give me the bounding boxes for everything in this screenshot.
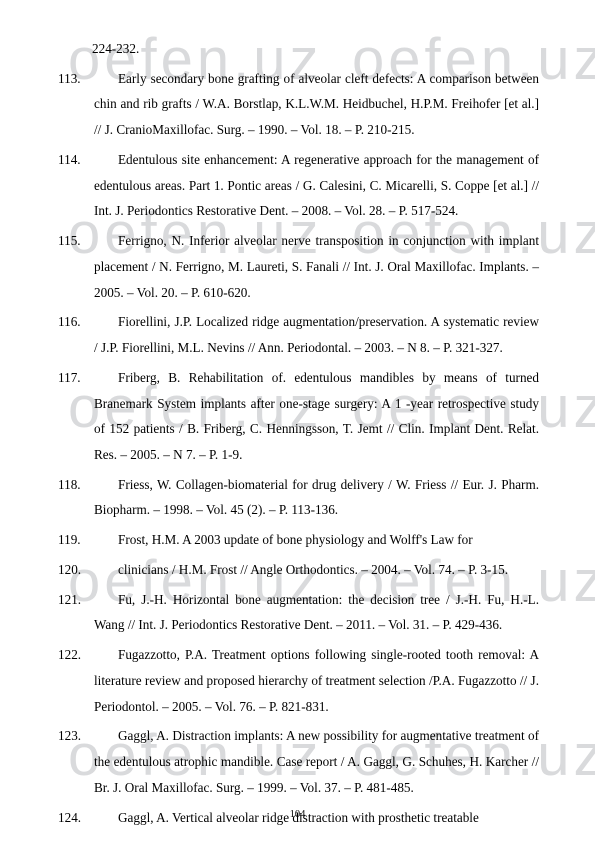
reference-item: 113.Early secondary bone grafting of alv… xyxy=(56,66,539,143)
reference-text: Friberg, B. Rehabilitation of. edentulou… xyxy=(94,365,539,468)
reference-item: 114.Edentulous site enhancement: A regen… xyxy=(56,147,539,224)
reference-text: Fugazzotto, P.A. Treatment options follo… xyxy=(94,642,539,719)
reference-item: 120.clinicians / H.M. Frost // Angle Ort… xyxy=(56,557,539,583)
reference-item: 117.Friberg, B. Rehabilitation of. edent… xyxy=(56,365,539,468)
reference-number: 121. xyxy=(56,587,94,638)
page-content: 224-232. 113.Early secondary bone grafti… xyxy=(0,0,595,842)
reference-number: 119. xyxy=(56,527,94,553)
reference-text: clinicians / H.M. Frost // Angle Orthodo… xyxy=(94,557,539,583)
reference-item: 124.Gaggl, A. Vertical alveolar ridge di… xyxy=(56,805,539,831)
reference-text: Fu, J.-H. Horizontal bone augmentation: … xyxy=(94,587,539,638)
reference-text: Fiorellini, J.P. Localized ridge augment… xyxy=(94,309,539,360)
reference-item: 118.Friess, W. Collagen-biomaterial for … xyxy=(56,472,539,523)
reference-number: 116. xyxy=(56,309,94,360)
reference-text: Friess, W. Collagen-biomaterial for drug… xyxy=(94,472,539,523)
reference-number: 117. xyxy=(56,365,94,468)
reference-text: Edentulous site enhancement: A regenerat… xyxy=(94,147,539,224)
reference-number: 124. xyxy=(56,805,94,831)
reference-number: 118. xyxy=(56,472,94,523)
reference-item: 122.Fugazzotto, P.A. Treatment options f… xyxy=(56,642,539,719)
reference-number: 115. xyxy=(56,228,94,305)
reference-number: 122. xyxy=(56,642,94,719)
reference-number: 123. xyxy=(56,723,94,800)
reference-list: 113.Early secondary bone grafting of alv… xyxy=(56,66,539,831)
reference-number: 113. xyxy=(56,66,94,143)
reference-text: Frost, H.M. A 2003 update of bone physio… xyxy=(94,527,539,553)
reference-item: 119.Frost, H.M. A 2003 update of bone ph… xyxy=(56,527,539,553)
reference-text: Gaggl, A. Distraction implants: A new po… xyxy=(94,723,539,800)
reference-number: 120. xyxy=(56,557,94,583)
reference-text: Early secondary bone grafting of alveola… xyxy=(94,66,539,143)
reference-number: 114. xyxy=(56,147,94,224)
reference-item: 121.Fu, J.-H. Horizontal bone augmentati… xyxy=(56,587,539,638)
reference-item: 115.Ferrigno, N. Inferior alveolar nerve… xyxy=(56,228,539,305)
reference-item: 116.Fiorellini, J.P. Localized ridge aug… xyxy=(56,309,539,360)
reference-text: Gaggl, A. Vertical alveolar ridge distra… xyxy=(94,805,539,831)
reference-text: Ferrigno, N. Inferior alveolar nerve tra… xyxy=(94,228,539,305)
continuation-line: 224-232. xyxy=(92,36,539,62)
reference-item: 123.Gaggl, A. Distraction implants: A ne… xyxy=(56,723,539,800)
